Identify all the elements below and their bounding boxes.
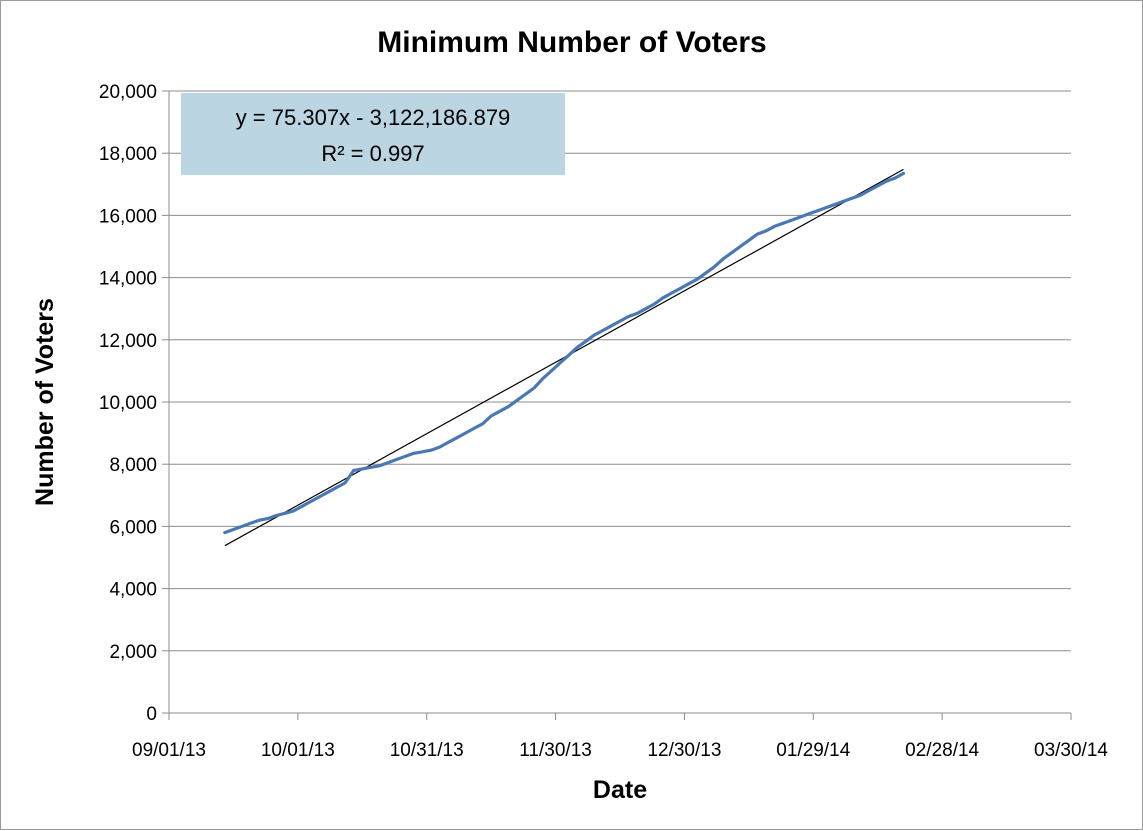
- x-tick-label: 03/30/14: [1034, 740, 1108, 761]
- x-tick-label: 09/01/13: [132, 740, 206, 761]
- y-tick-label: 12,000: [99, 331, 157, 352]
- x-tick-label: 12/30/13: [647, 740, 721, 761]
- x-tick-label: 02/28/14: [905, 740, 979, 761]
- x-tick-label: 01/29/14: [776, 740, 850, 761]
- chart-title: Minimum Number of Voters: [377, 26, 766, 59]
- y-tick-label: 16,000: [99, 206, 157, 227]
- x-tick-label: 10/01/13: [261, 740, 335, 761]
- y-axis-title: Number of Voters: [31, 298, 59, 506]
- x-tick-label: 11/30/13: [519, 740, 592, 761]
- y-tick-label: 4,000: [109, 580, 157, 601]
- axes: [162, 90, 1072, 720]
- y-tick-label: 10,000: [99, 393, 157, 414]
- y-tick-labels: 0 2,000 4,000 6,000 8,000 10,000 12,000 14,000 1…: [99, 82, 157, 725]
- trendline-equation-box: y = 75.307x - 3,122,186.879 R² = 0.997: [181, 93, 565, 175]
- y-tick-label: 20,000: [99, 82, 157, 103]
- trendline-r-squared: R² = 0.997: [321, 141, 424, 166]
- y-tick-label: 2,000: [109, 642, 157, 663]
- x-axis-title: Date: [593, 776, 647, 804]
- y-tick-label: 6,000: [109, 517, 157, 538]
- y-tick-label: 0: [146, 704, 157, 725]
- trendline-equation: y = 75.307x - 3,122,186.879: [236, 105, 511, 130]
- gridlines: [169, 90, 1071, 652]
- x-tick-labels: 09/01/13 10/01/13 10/31/13 11/30/13 12/30/13…: [132, 740, 1108, 761]
- series-lines: [223, 168, 906, 547]
- y-tick-label: 14,000: [99, 269, 157, 290]
- x-tick-label: 10/31/13: [390, 740, 464, 761]
- series-line-voters: [223, 171, 906, 535]
- y-tick-label: 18,000: [99, 144, 157, 165]
- trendline-label-background: [181, 93, 565, 175]
- y-tick-label: 8,000: [109, 455, 157, 476]
